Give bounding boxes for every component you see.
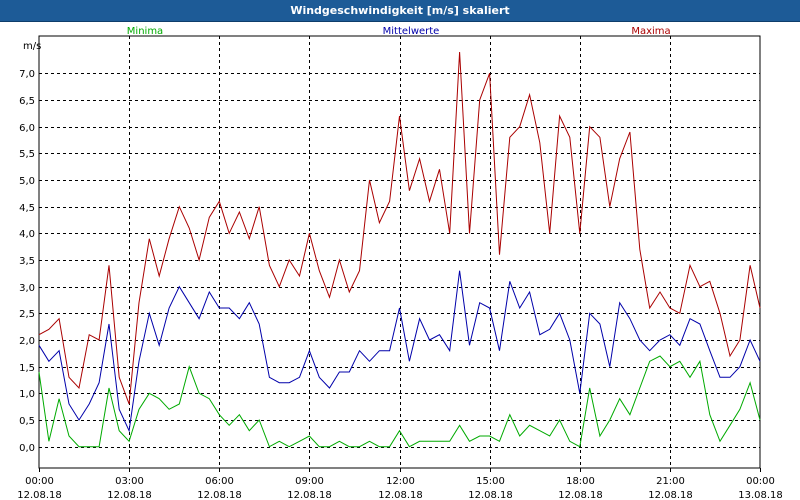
legend-mittelwerte: Mittelwerte xyxy=(383,26,440,37)
x-tick-date: 12.08.18 xyxy=(378,490,423,500)
x-tick-time: 00:00 xyxy=(746,476,775,487)
legend-minima: Minima xyxy=(127,26,163,37)
series-maxima xyxy=(38,51,761,405)
x-tick-date: 12.08.18 xyxy=(197,490,242,500)
x-tick-date: 12.08.18 xyxy=(107,490,152,500)
x-tick-date: 12.08.18 xyxy=(287,490,332,500)
x-tick-date: 12.08.18 xyxy=(648,490,693,500)
series-lines xyxy=(38,51,761,448)
grid xyxy=(39,36,761,472)
x-tick-time: 21:00 xyxy=(656,476,685,487)
y-tick-label: 6,0 xyxy=(19,123,35,134)
y-tick-label: 2,5 xyxy=(19,309,35,320)
y-tick-label: 0,5 xyxy=(19,416,35,427)
x-tick-date: 12.08.18 xyxy=(558,490,603,500)
y-tick-label: 7,0 xyxy=(19,69,35,80)
title-bar: Windgeschwindigkeit [m/s] skaliert xyxy=(0,0,800,22)
y-tick-label: 3,5 xyxy=(19,256,35,267)
y-tick-label: 5,0 xyxy=(19,176,35,187)
y-tick-label: 4,0 xyxy=(19,229,35,240)
x-tick-date: 12.08.18 xyxy=(468,490,513,500)
y-tick-label: 5,5 xyxy=(19,149,35,160)
y-tick-label: 1,0 xyxy=(19,389,35,400)
x-tick-time: 12:00 xyxy=(386,476,415,487)
x-tick-date: 12.08.18 xyxy=(17,490,62,500)
x-tick-date: 13.08.18 xyxy=(738,490,783,500)
y-tick-label: 6,5 xyxy=(19,96,35,107)
legend-maxima: Maxima xyxy=(631,26,670,37)
y-tick-label: 4,5 xyxy=(19,203,35,214)
chart-area: 0,0 0,5 1,0 1,5 2,0 2,5 3,0 3,5 4,0 4,5 5,0 5,5 6,0 6… xyxy=(17,26,783,500)
x-tick-labels: 00:00 12.08.18 03:00 12.08.18 06:00 12.08.18 0… xyxy=(17,476,783,500)
x-tick-time: 15:00 xyxy=(476,476,505,487)
y-tick-label: 2,0 xyxy=(19,336,35,347)
x-tick-time: 09:00 xyxy=(295,476,324,487)
y-tick-label: 3,0 xyxy=(19,283,35,294)
x-tick-time: 03:00 xyxy=(115,476,144,487)
x-tick-time: 06:00 xyxy=(205,476,234,487)
series-minima xyxy=(38,355,761,448)
y-axis-label: m/s xyxy=(23,41,41,52)
x-tick-time: 18:00 xyxy=(566,476,595,487)
y-tick-label: 1,5 xyxy=(19,363,35,374)
y-tick-label: 0,0 xyxy=(19,443,35,454)
chart-title: Windgeschwindigkeit [m/s] skaliert xyxy=(290,4,510,17)
series-mittelwerte xyxy=(38,270,761,433)
y-tick-labels: 0,0 0,5 1,0 1,5 2,0 2,5 3,0 3,5 4,0 4,5 5,0 5,5 6,0 6… xyxy=(19,69,35,454)
x-tick-time: 00:00 xyxy=(25,476,54,487)
